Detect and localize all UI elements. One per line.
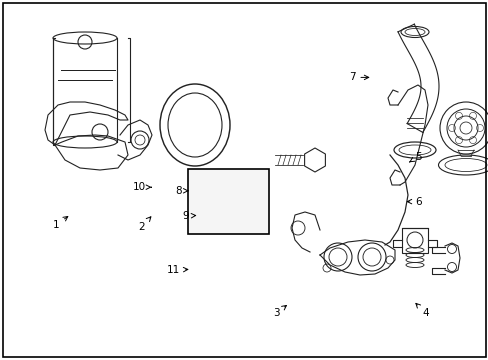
Text: 6: 6: [407, 197, 421, 207]
Text: 9: 9: [182, 211, 195, 221]
Text: 1: 1: [53, 216, 68, 230]
Text: 2: 2: [138, 217, 151, 232]
Bar: [188, 169, 268, 234]
Text: 7: 7: [348, 72, 368, 82]
Text: 10: 10: [133, 182, 151, 192]
Text: 8: 8: [175, 186, 187, 196]
Text: 4: 4: [415, 303, 428, 318]
Text: 3: 3: [272, 306, 286, 318]
Bar: [401, 228, 427, 253]
Text: 5: 5: [409, 152, 421, 162]
Text: 11: 11: [166, 265, 187, 275]
